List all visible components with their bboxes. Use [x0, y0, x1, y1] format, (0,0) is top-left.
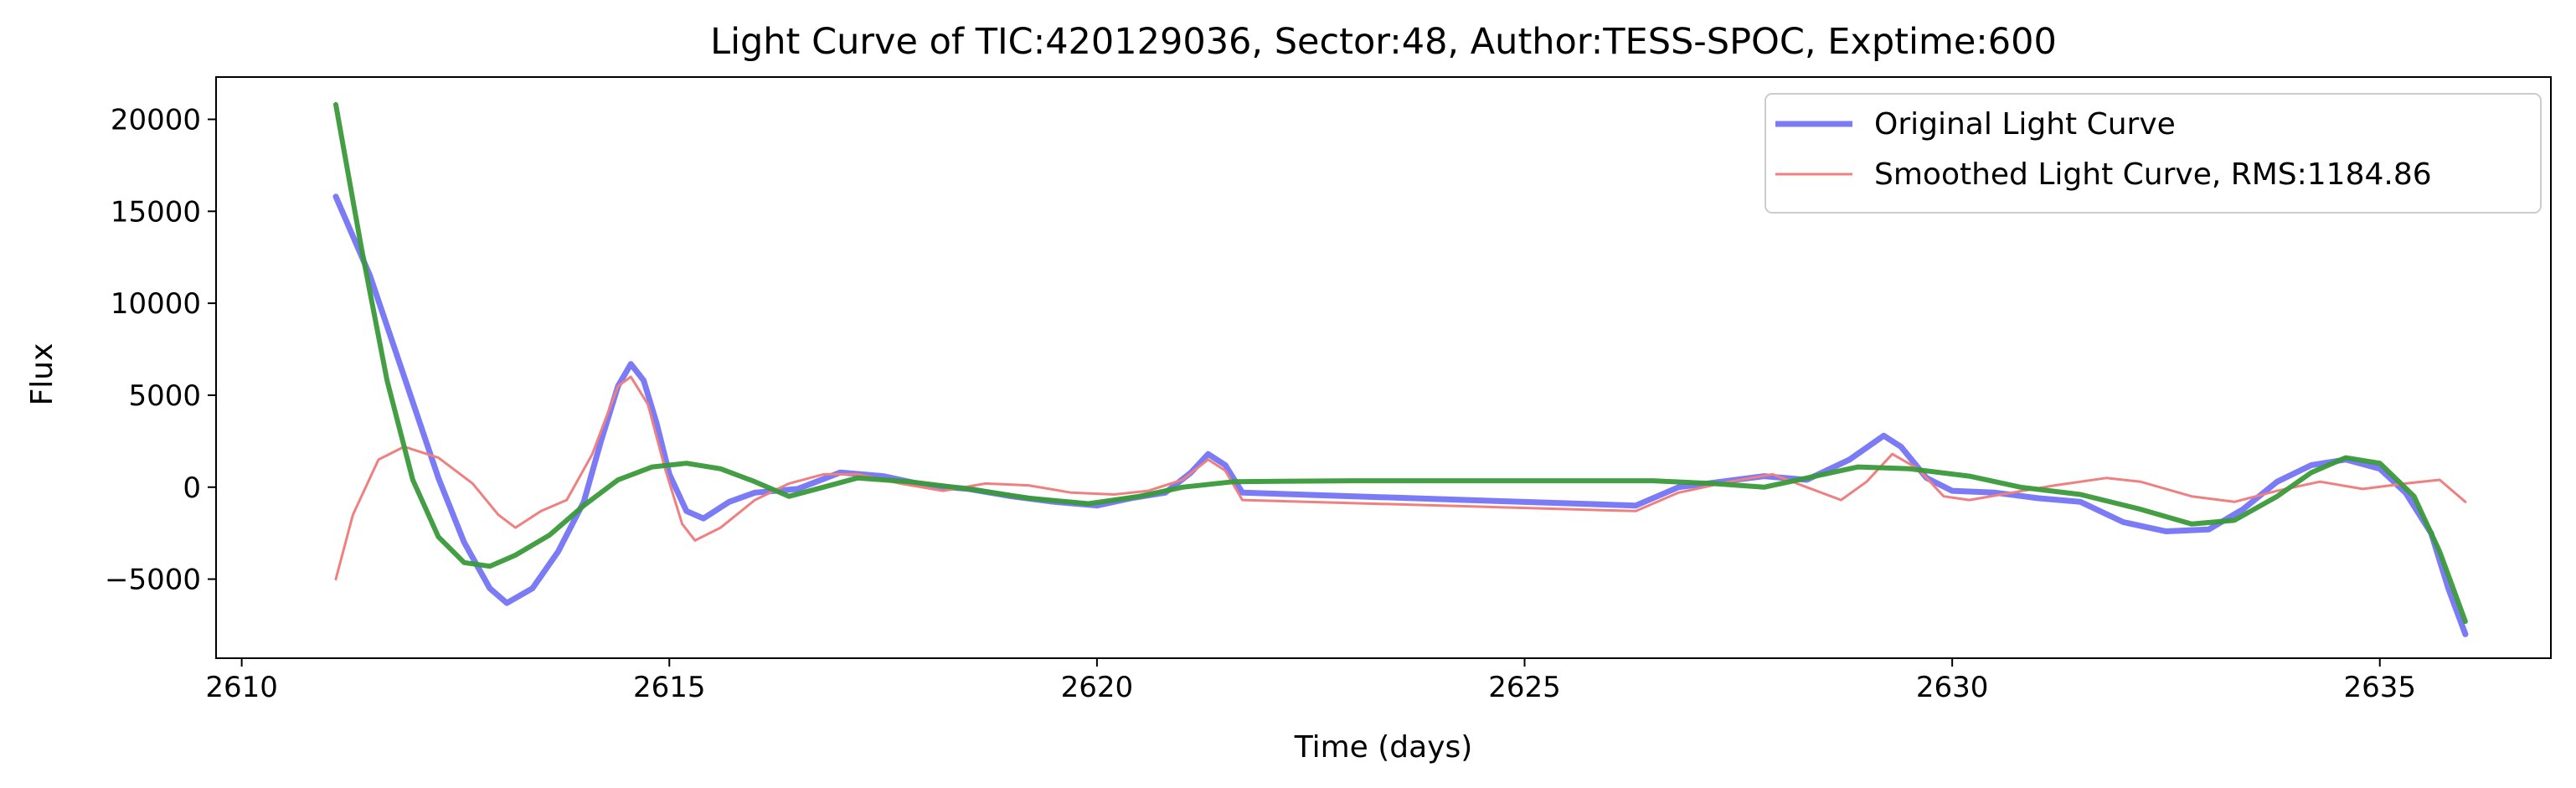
y-tick-label: −5000 — [105, 564, 201, 597]
legend: Original Light Curve Smoothed Light Curve… — [1765, 93, 2542, 214]
series-line-3 — [333, 101, 2468, 625]
series-line-1 — [332, 193, 2469, 637]
legend-label: Original Light Curve — [1874, 107, 2176, 142]
x-tick-label: 2615 — [633, 671, 706, 704]
x-tick-label: 2635 — [2343, 671, 2416, 704]
plot-area — [332, 101, 2469, 637]
legend-label: Smoothed Light Curve, RMS:1184.86 — [1874, 157, 2432, 192]
y-axis-label: Flux — [25, 343, 59, 406]
series-line-2 — [334, 375, 2467, 581]
x-tick-label: 2610 — [205, 671, 278, 704]
y-tick-label: 5000 — [128, 379, 201, 413]
y-tick-label: 10000 — [111, 287, 201, 321]
x-tick-label: 2625 — [1488, 671, 1561, 704]
x-axis-label: Time (days) — [1294, 730, 1473, 765]
y-tick-label: 20000 — [111, 104, 201, 137]
x-tick-label: 2620 — [1061, 671, 1134, 704]
x-tick-label: 2630 — [1916, 671, 1989, 704]
y-tick-label: 0 — [183, 471, 201, 505]
axis-ticks: 2610 2615 2620 2625 2630 2635 −5000 0 5000 10000 1… — [105, 104, 2416, 704]
plot-frame — [215, 76, 2552, 659]
legend-box — [1765, 93, 2542, 214]
y-tick-label: 15000 — [111, 195, 201, 229]
chart-title: Light Curve of TIC:420129036, Sector:48,… — [710, 21, 2057, 63]
